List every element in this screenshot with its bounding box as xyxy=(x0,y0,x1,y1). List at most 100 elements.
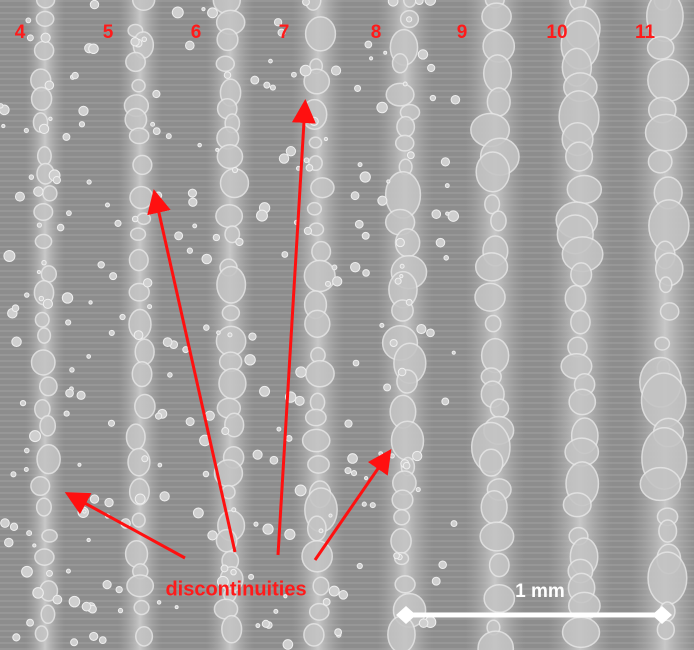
bead xyxy=(480,489,508,525)
bead xyxy=(218,367,247,400)
bead xyxy=(34,311,50,328)
bead xyxy=(128,127,150,145)
droplet xyxy=(152,89,161,99)
bead xyxy=(216,265,247,304)
bead xyxy=(131,360,153,388)
droplet xyxy=(277,28,286,37)
droplets xyxy=(0,0,461,650)
droplet xyxy=(62,132,71,141)
droplet xyxy=(185,417,195,427)
scale-bar: 1 mm xyxy=(396,581,672,624)
droplet xyxy=(143,278,153,288)
droplet xyxy=(102,580,112,590)
droplet xyxy=(350,191,360,201)
droplet xyxy=(71,71,79,80)
droplet xyxy=(131,215,139,223)
bead xyxy=(474,282,506,312)
droplet xyxy=(268,58,273,64)
droplet xyxy=(65,388,74,398)
bead xyxy=(568,388,597,416)
droplet xyxy=(38,123,50,135)
bead xyxy=(42,185,58,202)
bead xyxy=(479,521,515,552)
droplet xyxy=(447,210,459,222)
droplet xyxy=(78,105,89,116)
track-label: 9 xyxy=(457,22,468,43)
droplet xyxy=(295,366,307,378)
bead xyxy=(134,338,155,366)
bead xyxy=(647,149,673,174)
bead xyxy=(477,630,515,650)
droplet xyxy=(167,372,173,378)
droplet xyxy=(9,522,19,531)
bead xyxy=(309,392,326,412)
bead xyxy=(35,10,55,27)
droplet xyxy=(256,209,268,222)
droplet xyxy=(65,568,71,574)
droplet xyxy=(65,210,72,217)
bead xyxy=(308,136,323,149)
droplet xyxy=(188,197,198,207)
droplet xyxy=(52,594,63,605)
bead xyxy=(127,447,151,477)
track-label: 11 xyxy=(635,22,656,43)
bead xyxy=(131,512,146,528)
droplet xyxy=(389,453,395,459)
droplet xyxy=(252,449,263,460)
droplet xyxy=(1,123,6,129)
droplet xyxy=(427,63,436,73)
droplet xyxy=(19,399,27,407)
droplet xyxy=(202,470,210,478)
bead xyxy=(566,174,603,205)
droplet xyxy=(201,6,206,12)
bead xyxy=(128,282,150,302)
droplet xyxy=(230,568,237,576)
droplet xyxy=(86,179,92,185)
droplet xyxy=(417,49,429,60)
droplet xyxy=(369,502,376,509)
droplet xyxy=(78,121,86,128)
bead xyxy=(34,548,55,566)
bead xyxy=(135,625,154,647)
droplet xyxy=(331,264,338,271)
track-label: 6 xyxy=(191,22,202,43)
droplet xyxy=(107,419,116,427)
droplet xyxy=(361,231,370,240)
droplet xyxy=(197,142,202,148)
droplet xyxy=(32,587,44,599)
bead xyxy=(133,599,150,616)
bead xyxy=(131,78,146,93)
bead xyxy=(125,423,146,451)
droplet xyxy=(207,530,218,541)
bead xyxy=(35,0,56,9)
bead xyxy=(394,134,415,152)
droplet xyxy=(383,383,392,392)
droplet xyxy=(418,618,429,628)
droplet xyxy=(416,324,427,335)
arrow xyxy=(64,492,186,560)
droplet xyxy=(134,493,146,505)
droplet xyxy=(82,509,87,514)
droplet xyxy=(431,209,442,219)
droplet xyxy=(435,237,446,248)
bead xyxy=(656,619,675,640)
droplet xyxy=(0,518,10,528)
bead xyxy=(308,602,330,621)
droplet xyxy=(114,219,122,227)
scale-label: 1 mm xyxy=(515,581,565,602)
bead xyxy=(30,349,56,376)
droplet xyxy=(26,618,34,627)
bead xyxy=(39,415,57,437)
droplet xyxy=(285,435,293,442)
droplet xyxy=(28,174,35,180)
droplet xyxy=(248,332,257,341)
droplet xyxy=(40,32,51,43)
droplet xyxy=(395,237,405,248)
droplet xyxy=(273,18,283,27)
droplet xyxy=(248,573,255,580)
track-label: 8 xyxy=(371,22,382,43)
droplet xyxy=(86,537,91,543)
track-label: 10 xyxy=(546,22,567,43)
bead xyxy=(484,194,501,215)
bead xyxy=(129,185,154,210)
